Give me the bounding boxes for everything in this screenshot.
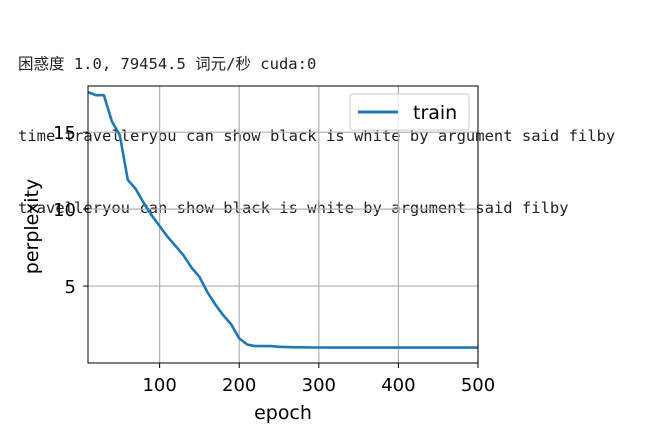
x-tick-label: 500 xyxy=(461,375,495,396)
x-tick-label: 300 xyxy=(302,375,336,396)
y-tick-label: 10 xyxy=(53,200,76,221)
y-tick-label: 15 xyxy=(53,123,76,144)
legend: train xyxy=(349,93,470,131)
axis-ticks: 100 200 300 400 500 5 10 15 xyxy=(53,123,495,396)
x-tick-label: 400 xyxy=(381,375,415,396)
generated-text-line-2: travelleryou can show black is white by … xyxy=(18,199,569,217)
plot-frame xyxy=(87,85,479,364)
y-axis-label: perplexity xyxy=(21,179,43,274)
x-tick-label: 200 xyxy=(222,375,256,396)
x-tick-label: 100 xyxy=(142,375,176,396)
x-axis-label: epoch xyxy=(254,402,312,424)
legend-label-train: train xyxy=(413,102,457,124)
series-layer xyxy=(87,90,478,349)
series-line-train xyxy=(87,90,478,349)
perplexity-status-line: 困惑度 1.0, 79454.5 词元/秒 cuda:0 xyxy=(18,55,317,73)
y-tick-label: 5 xyxy=(65,277,76,298)
legend-box xyxy=(349,93,470,131)
